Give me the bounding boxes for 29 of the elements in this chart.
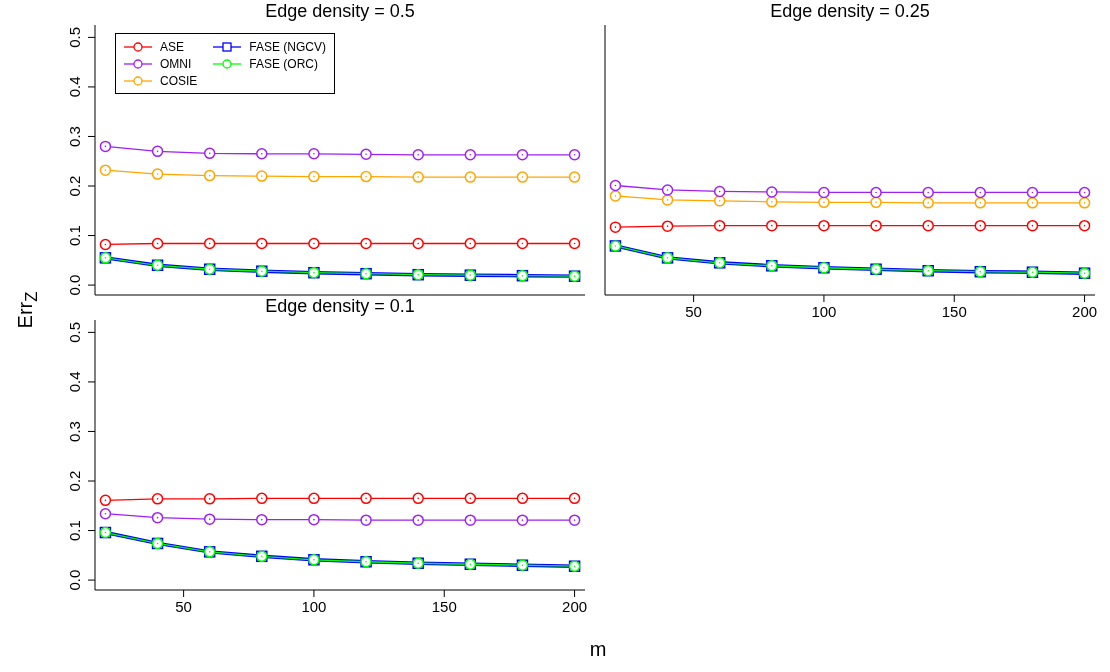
- legend-label: COSIE: [160, 73, 198, 88]
- y-tick-label: 0.3: [66, 126, 83, 147]
- y-tick-label: 0.5: [66, 26, 83, 48]
- y-tick-label: 0.0: [66, 274, 83, 296]
- x-tick-label: 150: [941, 302, 967, 320]
- x-tick-label: 200: [1072, 302, 1098, 320]
- x-tick-label: 50: [175, 597, 192, 615]
- x-tick-label: 200: [562, 597, 588, 615]
- legend-label: FASE (NGCV): [249, 39, 327, 54]
- y-tick-label: 0.2: [66, 175, 83, 197]
- y-tick-label: 0.1: [66, 520, 83, 541]
- y-tick-label: 0.1: [66, 225, 83, 246]
- chart-title: Edge density = 0.1: [265, 296, 415, 316]
- y-tick-label: 0.4: [66, 371, 83, 393]
- x-tick-label: 150: [431, 597, 457, 615]
- x-tick-label: 50: [685, 302, 702, 320]
- legend-label: ASE: [160, 39, 185, 54]
- legend-label: FASE (ORC): [249, 56, 319, 71]
- y-tick-label: 0.2: [66, 470, 83, 492]
- chart-title: Edge density = 0.25: [770, 1, 930, 21]
- x-tick-label: 100: [301, 597, 327, 615]
- y-tick-label: 0.4: [66, 76, 83, 98]
- x-axis-title: m: [589, 638, 607, 660]
- y-tick-label: 0.0: [66, 569, 83, 591]
- x-tick-label: 100: [811, 302, 837, 320]
- y-tick-label: 0.3: [66, 421, 83, 442]
- chart-title: Edge density = 0.5: [265, 1, 415, 21]
- legend-label: OMNI: [160, 56, 192, 71]
- y-tick-label: 0.5: [66, 321, 83, 343]
